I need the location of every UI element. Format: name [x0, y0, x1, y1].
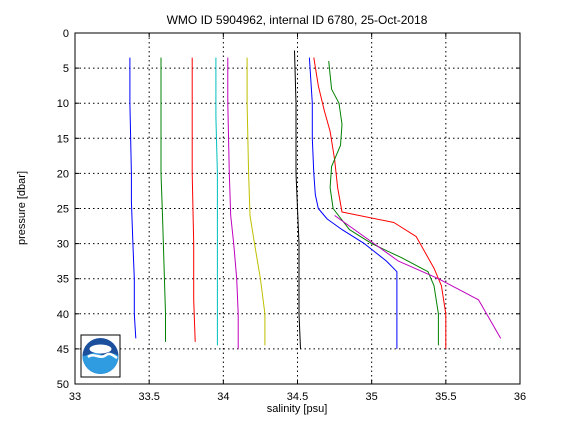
x-tick-labels: 33 33.5 34 34.5 35 35.5 36: [69, 391, 526, 403]
series-line-9: [313, 57, 447, 349]
series-line-1: [129, 57, 137, 339]
series-line-6: [246, 57, 266, 346]
chart-title: WMO ID 5904962, internal ID 6780, 25-Oct…: [167, 13, 428, 27]
y-tick-label: 10: [57, 98, 69, 110]
y-tick-label: 40: [57, 309, 69, 321]
y-tick-label: 5: [63, 63, 69, 75]
x-tick-label: 35.5: [435, 391, 456, 403]
series-line-7: [294, 50, 301, 349]
x-tick-label: 34.5: [287, 391, 308, 403]
y-tick-label: 50: [57, 379, 69, 391]
series-group: [129, 50, 502, 349]
series-line-8: [308, 57, 398, 349]
series-line-3: [191, 57, 196, 342]
y-tick-label: 35: [57, 274, 69, 286]
y-tick-label: 15: [57, 133, 69, 145]
series-line-5: [227, 57, 239, 349]
y-tick-label: 0: [63, 28, 69, 40]
y-tick-label: 45: [57, 344, 69, 356]
y-axis-label: pressure [dbar]: [16, 171, 28, 245]
ticks: [74, 32, 521, 385]
noaa-logo: [80, 334, 121, 378]
series-line-10: [328, 61, 439, 346]
x-tick-label: 33.5: [138, 391, 159, 403]
x-tick-label: 36: [514, 391, 526, 403]
x-axis-label: salinity [psu]: [267, 403, 328, 415]
x-tick-label: 34: [217, 391, 229, 403]
series-line-4: [215, 57, 218, 346]
y-tick-labels: 0 5 10 15 20 25 30 35 40 45 50: [57, 28, 69, 391]
x-tick-label: 33: [69, 391, 81, 403]
series-line-11: [334, 215, 502, 339]
series-line-2: [160, 57, 166, 342]
x-tick-label: 35: [366, 391, 378, 403]
y-tick-label: 30: [57, 239, 69, 251]
y-tick-label: 25: [57, 204, 69, 216]
y-tick-label: 20: [57, 168, 69, 180]
